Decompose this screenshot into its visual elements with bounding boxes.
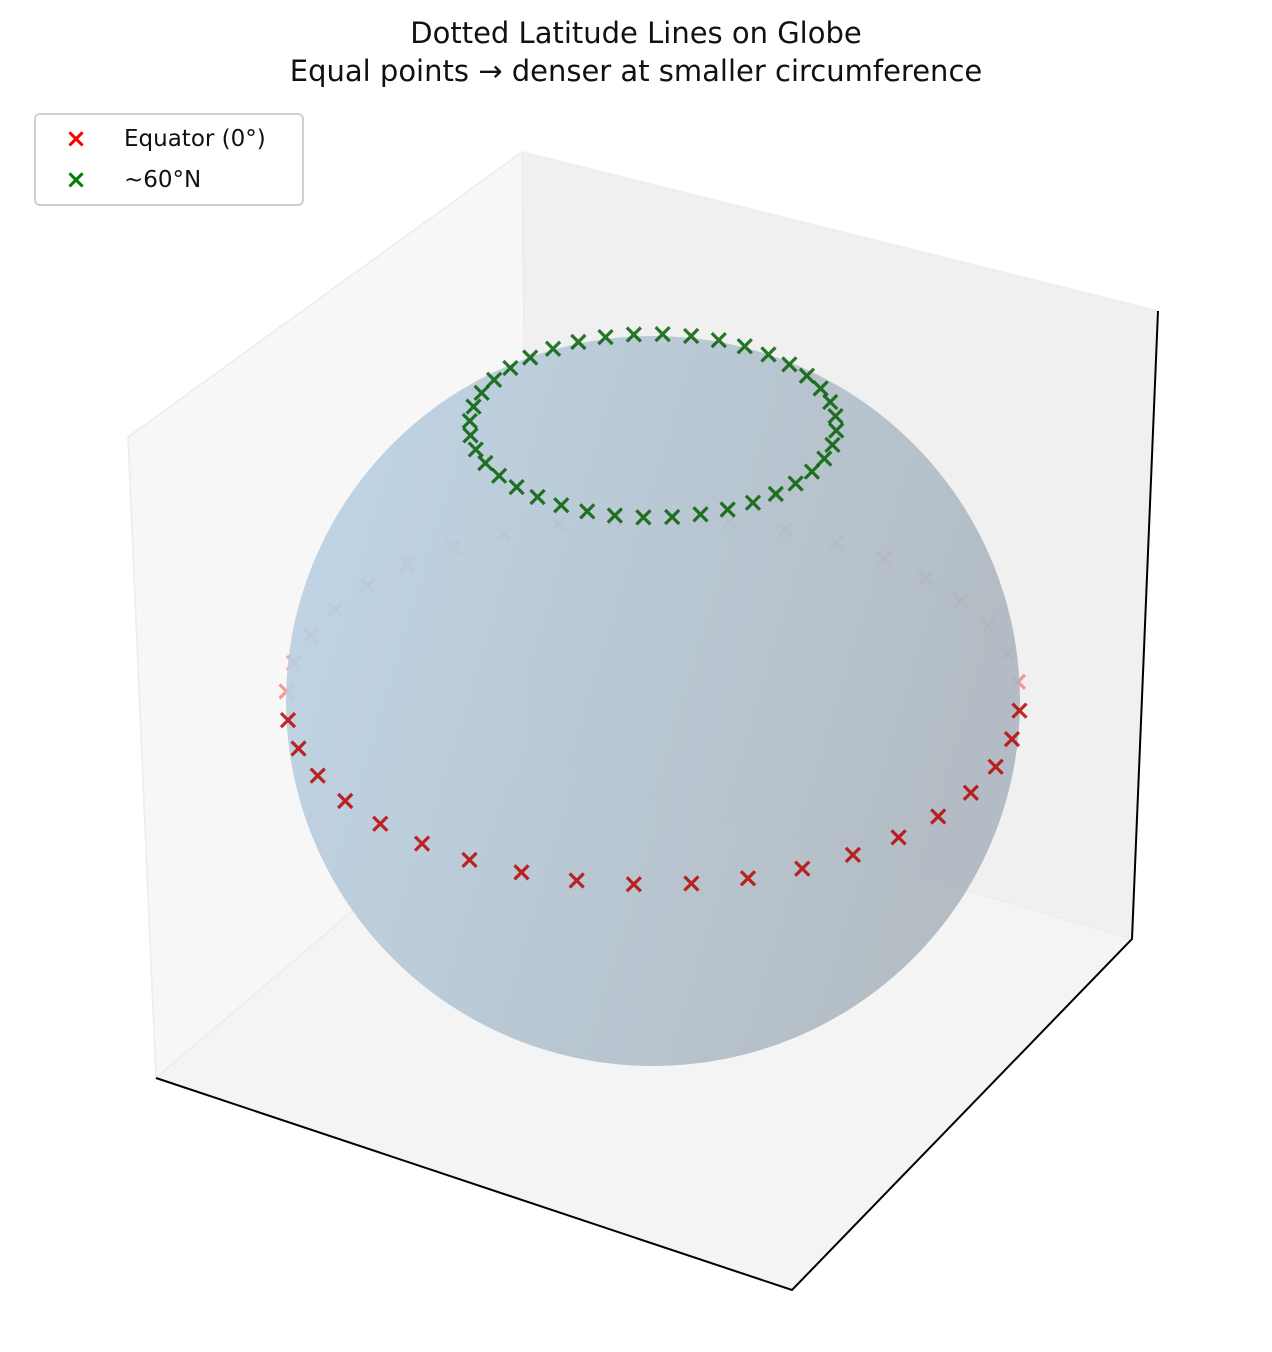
data-point-marker [579, 503, 596, 520]
data-point-marker [1003, 731, 1021, 748]
data-point-marker [461, 412, 478, 430]
data-point-marker [462, 427, 479, 444]
data-point-marker [337, 792, 354, 810]
data-point-marker [739, 870, 757, 887]
data-point-marker [635, 509, 652, 526]
data-point-marker [513, 864, 530, 881]
front-markers [279, 325, 1028, 893]
data-point-marker [473, 384, 490, 402]
data-point-marker [568, 872, 585, 889]
legend-entry-60n: × ~60°N [36, 160, 201, 200]
data-point-marker [683, 875, 700, 892]
data-point-marker [827, 408, 844, 425]
data-point-marker [625, 326, 642, 343]
data-point-marker [279, 712, 297, 729]
data-point-marker [508, 479, 525, 496]
data-point-marker [490, 467, 508, 484]
data-point-marker [544, 340, 562, 357]
legend-label: ~60°N [124, 167, 202, 193]
data-point-marker [1011, 702, 1028, 719]
data-point-marker [477, 454, 494, 472]
data-point-marker [553, 497, 570, 514]
data-point-marker [744, 494, 762, 511]
data-point-marker [962, 784, 979, 801]
data-point-marker [461, 851, 478, 869]
data-point-marker [844, 846, 862, 864]
data-point-marker [529, 488, 546, 506]
data-point-marker [987, 758, 1004, 775]
data-point-marker [522, 349, 539, 366]
data-point-marker [664, 508, 681, 526]
data-point-marker [413, 835, 431, 852]
data-point-marker [760, 346, 777, 363]
legend-marker-icon: × [65, 124, 87, 154]
chart-title-line: Dotted Latitude Lines on Globe [410, 16, 862, 50]
data-point-marker [683, 327, 700, 345]
data-point-marker [570, 333, 587, 351]
data-point-marker [710, 331, 727, 349]
chart-title: Dotted Latitude Lines on Globe Equal poi… [0, 14, 1272, 90]
globe-sphere [286, 336, 1020, 1066]
data-point-marker [502, 359, 519, 377]
data-point-marker [309, 767, 326, 784]
data-point-marker [606, 507, 623, 524]
data-point-marker [890, 829, 907, 846]
data-point-marker [467, 441, 484, 458]
data-point-marker [654, 325, 671, 343]
data-point-marker [816, 450, 833, 467]
chart-subtitle-line: Equal points → denser at smaller circumf… [289, 54, 983, 88]
data-point-marker [767, 485, 784, 503]
legend: × Equator (0°) × ~60°N [34, 113, 304, 206]
data-point-marker [794, 860, 811, 877]
data-point-marker [781, 356, 798, 373]
data-point-marker [812, 380, 829, 397]
data-point-marker [824, 436, 841, 453]
data-point-marker [822, 393, 839, 411]
axis-lines [155, 310, 1159, 1292]
data-point-marker [787, 475, 804, 492]
data-point-marker [930, 808, 947, 825]
data-point-marker [736, 338, 753, 355]
data-point-marker [625, 876, 642, 893]
data-point-marker [798, 367, 816, 384]
data-point-marker [465, 398, 482, 415]
data-point-marker [597, 328, 614, 346]
data-point-marker [803, 463, 821, 480]
legend-marker-icon: × [65, 165, 87, 195]
data-point-marker [485, 371, 503, 389]
legend-entry-equator: × Equator (0°) [36, 119, 266, 159]
data-point-marker [828, 422, 845, 439]
data-point-marker [692, 506, 709, 523]
data-point-marker [719, 501, 736, 518]
legend-label: Equator (0°) [124, 126, 266, 152]
data-point-marker [290, 740, 307, 757]
data-point-marker [372, 815, 389, 832]
